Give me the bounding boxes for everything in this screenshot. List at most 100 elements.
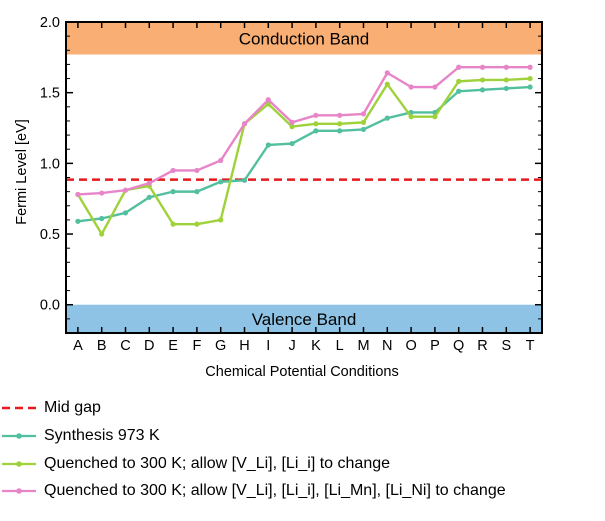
plot-frame — [65, 21, 543, 334]
data-point — [360, 126, 367, 133]
data-point — [265, 142, 271, 148]
series-0 — [75, 84, 533, 224]
x-tick-label: K — [311, 338, 321, 354]
data-point — [313, 128, 319, 134]
x-tick-label: E — [168, 338, 178, 354]
data-point — [194, 221, 200, 227]
series-2 — [75, 64, 533, 198]
y-axis-label: Fermi Level [eV] — [14, 119, 30, 225]
data-point — [408, 114, 414, 120]
data-point — [503, 64, 509, 70]
legend-item-s1: Quenched to 300 K; allow [V_Li], [Li_i] … — [0, 453, 605, 477]
data-point — [218, 179, 224, 185]
x-tick-label: F — [192, 338, 201, 354]
data-point — [337, 128, 343, 134]
x-tick-label: M — [357, 338, 369, 354]
data-point — [527, 64, 533, 70]
data-point — [99, 190, 105, 196]
legend-item-midgap: Mid gap — [0, 397, 605, 421]
data-point — [384, 81, 390, 87]
series-line — [77, 66, 531, 196]
legend-item-s0: Synthesis 973 K — [0, 425, 605, 449]
x-tick-label: T — [526, 338, 535, 354]
x-tick-label: D — [144, 338, 154, 354]
data-point — [75, 218, 81, 224]
y-tick-label: 1.5 — [40, 86, 60, 102]
data-point — [503, 77, 509, 83]
data-point — [432, 84, 438, 90]
x-tick-label: B — [97, 338, 107, 354]
series-line — [77, 85, 531, 223]
data-point — [337, 121, 343, 127]
data-point — [146, 180, 152, 186]
data-point — [313, 121, 319, 127]
x-tick-label: N — [382, 338, 392, 354]
data-point — [337, 112, 343, 118]
data-point — [194, 189, 200, 195]
data-point — [479, 64, 486, 70]
data-point — [313, 112, 319, 118]
x-tick-label: G — [215, 338, 226, 354]
data-point — [289, 124, 295, 130]
data-point — [289, 140, 295, 147]
conduction-band-label: Conduction Band — [239, 29, 369, 48]
x-tick-label: L — [336, 338, 344, 354]
data-point — [527, 75, 533, 82]
legend-swatch — [2, 433, 36, 439]
series-1 — [75, 75, 533, 237]
y-tick-label: 0.0 — [40, 298, 60, 314]
legend-label: Quenched to 300 K; allow [V_Li], [Li_i] … — [44, 455, 391, 472]
data-point — [75, 191, 81, 198]
x-axis-label: Chemical Potential Conditions — [205, 364, 398, 380]
legend-item-s2: Quenched to 300 K; allow [V_Li], [Li_i],… — [0, 480, 605, 504]
data-point — [265, 97, 271, 103]
data-point — [218, 157, 224, 164]
legend-label: Mid gap — [44, 399, 101, 416]
data-point — [432, 114, 438, 120]
x-tick-label: S — [501, 338, 511, 354]
y-tick-label: 0.5 — [40, 227, 60, 243]
data-point — [99, 231, 105, 237]
valence-band — [66, 304, 542, 333]
legend-swatch — [2, 488, 36, 494]
x-tick-label: A — [73, 338, 83, 354]
x-tick-label: I — [266, 338, 270, 354]
data-point — [99, 215, 105, 222]
data-point — [241, 121, 248, 127]
data-point — [360, 119, 367, 125]
x-tick-label: J — [288, 338, 295, 354]
data-point — [289, 119, 295, 125]
data-point — [479, 87, 486, 93]
tick-layer: 0.0 0.5 1.0 1.5 2.0 A B C D E F G H I J K L M N O P Q R S T — [40, 15, 542, 354]
series-line — [76, 77, 531, 236]
legend-swatch — [2, 461, 36, 467]
band-layer: Conduction Band Valence Band — [66, 22, 542, 333]
data-point — [503, 85, 509, 92]
data-point — [527, 84, 533, 90]
data-point — [170, 167, 176, 174]
legend-swatch — [2, 406, 36, 410]
x-tick-label: R — [477, 338, 487, 354]
data-point — [456, 78, 462, 84]
x-tick-label: H — [239, 338, 249, 354]
data-point — [360, 111, 367, 117]
data-point — [146, 194, 152, 200]
legend-label: Quenched to 300 K; allow [V_Li], [Li_i],… — [44, 482, 506, 499]
data-point — [384, 115, 390, 121]
data-point — [241, 177, 248, 183]
fermi-level-chart: Conduction Band Valence Band 0.0 0.5 1.0 1.5… — [14, 15, 543, 380]
y-tick-label: 2.0 — [40, 15, 60, 31]
x-tick-label: C — [120, 338, 130, 354]
x-tick-label: Q — [453, 338, 464, 354]
data-point — [408, 84, 414, 90]
data-point — [170, 221, 176, 227]
data-point — [122, 187, 129, 193]
y-tick-label: 1.0 — [40, 156, 60, 172]
data-point — [122, 210, 129, 216]
series-layer — [75, 64, 533, 237]
data-point — [218, 217, 224, 223]
conduction-band — [66, 22, 542, 55]
data-point — [456, 64, 462, 70]
x-tick-label: O — [405, 338, 416, 354]
legend-label: Synthesis 973 K — [44, 427, 160, 444]
